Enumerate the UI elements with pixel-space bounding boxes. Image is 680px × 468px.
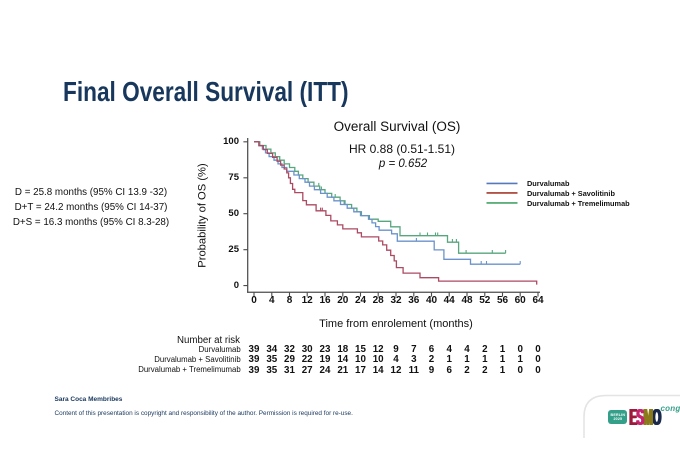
svg-text:ESMO: ESMO bbox=[629, 403, 661, 430]
svg-text:ESMO: ESMO bbox=[629, 403, 661, 430]
svg-text:ESMO: ESMO bbox=[630, 403, 662, 430]
